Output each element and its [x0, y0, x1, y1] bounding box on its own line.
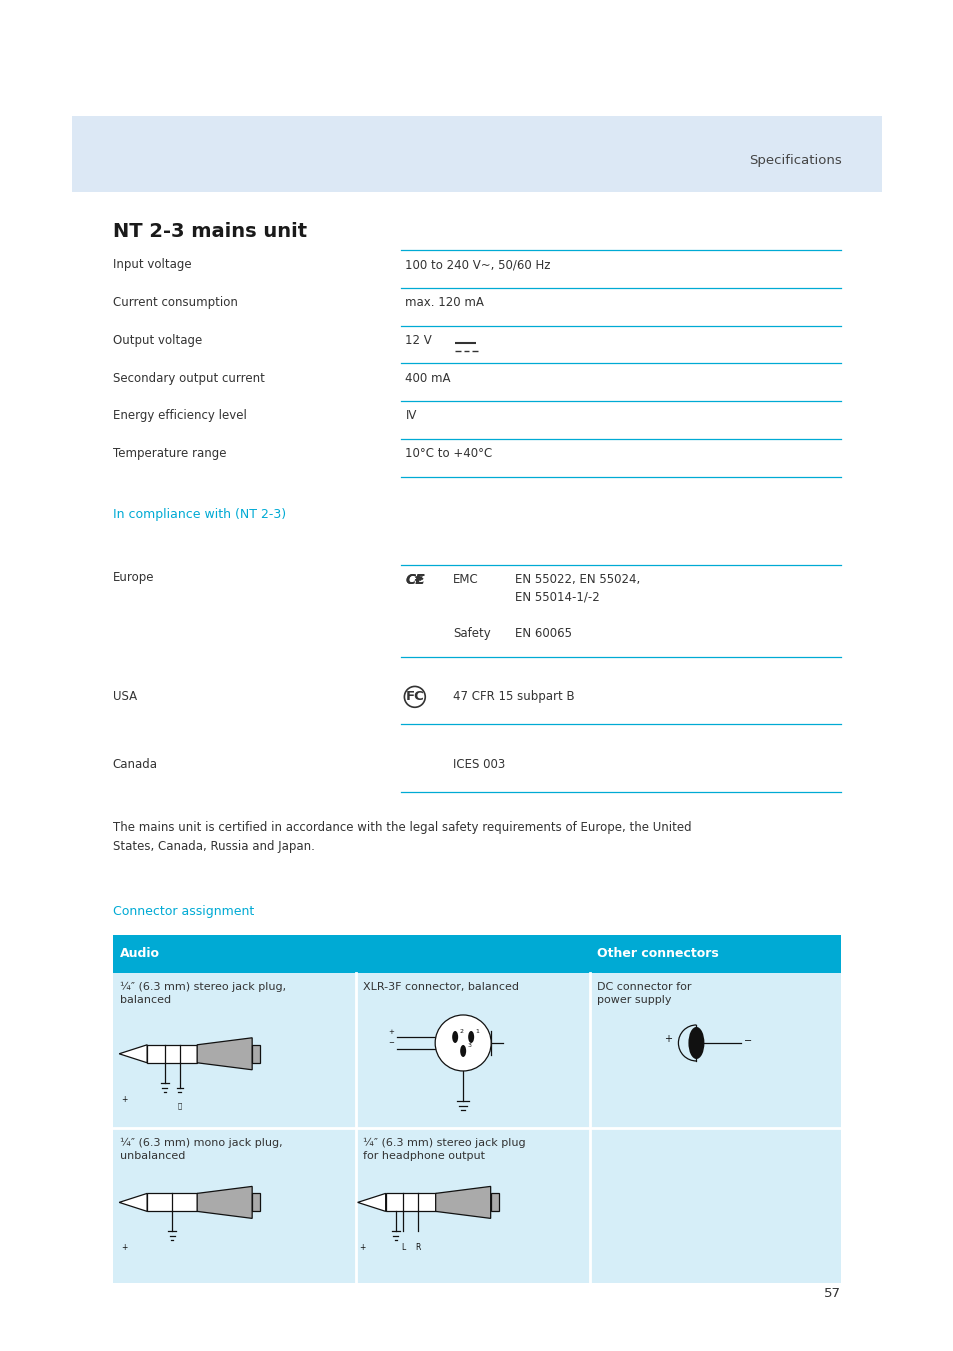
Text: EN 60065: EN 60065: [515, 627, 572, 640]
Text: +: +: [121, 1243, 127, 1252]
Text: 1: 1: [475, 1029, 478, 1034]
Bar: [147, 1193, 197, 1212]
Text: Other connectors: Other connectors: [597, 947, 719, 961]
Text: 100 to 240 V~, 50/60 Hz: 100 to 240 V~, 50/60 Hz: [405, 258, 551, 272]
Text: ¼″ (6.3 mm) stereo jack plug
for headphone output: ¼″ (6.3 mm) stereo jack plug for headpho…: [363, 1138, 525, 1161]
Text: Canada: Canada: [112, 758, 157, 771]
Text: XLR-3F connector, balanced: XLR-3F connector, balanced: [363, 982, 519, 992]
Text: 400 mA: 400 mA: [405, 372, 451, 385]
Polygon shape: [197, 1038, 252, 1070]
Text: Audio: Audio: [120, 947, 160, 961]
Text: IV: IV: [405, 409, 416, 423]
Bar: [112, 1128, 355, 1283]
Polygon shape: [490, 1193, 498, 1212]
Ellipse shape: [452, 1031, 457, 1043]
Bar: [355, 973, 589, 1128]
Polygon shape: [119, 1193, 147, 1212]
Bar: [71, 116, 882, 192]
Ellipse shape: [459, 1044, 466, 1056]
Text: Temperature range: Temperature range: [112, 447, 226, 461]
Text: Output voltage: Output voltage: [112, 334, 202, 347]
Polygon shape: [252, 1193, 260, 1212]
Text: 57: 57: [823, 1286, 841, 1300]
Bar: [112, 973, 355, 1128]
Ellipse shape: [435, 1015, 491, 1071]
Bar: [385, 1193, 436, 1212]
Text: The mains unit is certified in accordance with the legal safety requirements of : The mains unit is certified in accordanc…: [112, 821, 691, 854]
Polygon shape: [357, 1193, 385, 1212]
Text: C€: C€: [405, 573, 425, 586]
Text: +: +: [663, 1034, 672, 1044]
Text: max. 120 mA: max. 120 mA: [405, 296, 484, 309]
Text: ¼″ (6.3 mm) mono jack plug,
unbalanced: ¼″ (6.3 mm) mono jack plug, unbalanced: [120, 1138, 282, 1161]
Text: 47 CFR 15 subpart B: 47 CFR 15 subpart B: [453, 690, 574, 704]
Text: In compliance with (NT 2-3): In compliance with (NT 2-3): [112, 508, 285, 521]
Text: 2: 2: [458, 1029, 463, 1034]
Text: L: L: [400, 1243, 405, 1252]
Text: ICES 003: ICES 003: [453, 758, 505, 771]
Text: FC: FC: [405, 690, 424, 704]
Text: R: R: [416, 1243, 420, 1252]
Polygon shape: [252, 1044, 260, 1063]
Text: CE: CE: [405, 573, 425, 586]
Text: USA: USA: [112, 690, 136, 704]
Polygon shape: [119, 1044, 147, 1063]
Text: Connector assignment: Connector assignment: [112, 905, 253, 919]
Text: NT 2-3 mains unit: NT 2-3 mains unit: [112, 222, 306, 240]
Text: −: −: [743, 1036, 752, 1046]
Text: 12 V: 12 V: [405, 334, 432, 347]
Text: +: +: [121, 1094, 127, 1104]
Text: EN 55022, EN 55024,
EN 55014-1/-2: EN 55022, EN 55024, EN 55014-1/-2: [515, 573, 639, 604]
Text: Safety: Safety: [453, 627, 491, 640]
Bar: [589, 973, 841, 1128]
Bar: [355, 1128, 589, 1283]
Text: Current consumption: Current consumption: [112, 296, 237, 309]
Text: +: +: [359, 1243, 365, 1252]
Ellipse shape: [468, 1031, 474, 1043]
Polygon shape: [197, 1186, 252, 1219]
Polygon shape: [436, 1186, 490, 1219]
Text: Europe: Europe: [112, 571, 154, 585]
Text: 3: 3: [467, 1043, 471, 1048]
Bar: [147, 1044, 197, 1063]
Text: DC connector for
power supply: DC connector for power supply: [597, 982, 691, 1005]
Ellipse shape: [688, 1027, 703, 1059]
Text: +: +: [388, 1029, 394, 1035]
Text: Secondary output current: Secondary output current: [112, 372, 264, 385]
Text: EMC: EMC: [453, 573, 478, 586]
Text: 10°C to +40°C: 10°C to +40°C: [405, 447, 492, 461]
Bar: [112, 935, 841, 973]
Text: ¼″ (6.3 mm) stereo jack plug,
balanced: ¼″ (6.3 mm) stereo jack plug, balanced: [120, 982, 286, 1005]
Text: −: −: [388, 1040, 394, 1046]
Text: Specifications: Specifications: [748, 154, 841, 168]
Text: Energy efficiency level: Energy efficiency level: [112, 409, 246, 423]
Text: ⏚: ⏚: [177, 1102, 182, 1109]
Text: Input voltage: Input voltage: [112, 258, 191, 272]
Bar: [589, 1128, 841, 1283]
